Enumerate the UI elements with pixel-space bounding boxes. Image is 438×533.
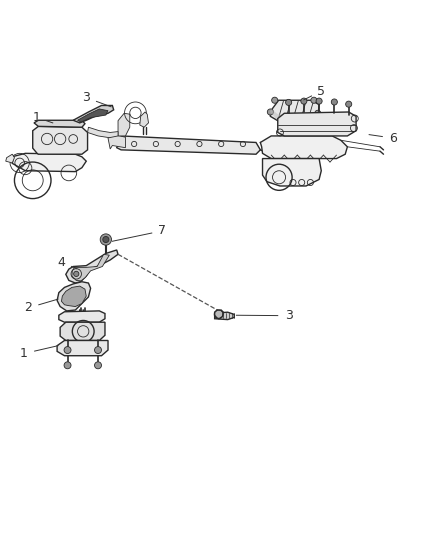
Polygon shape	[108, 135, 125, 149]
Polygon shape	[72, 254, 110, 281]
Polygon shape	[59, 311, 105, 322]
Circle shape	[103, 237, 109, 243]
Polygon shape	[88, 127, 118, 138]
Polygon shape	[57, 282, 91, 311]
Text: 6: 6	[389, 132, 397, 144]
Polygon shape	[117, 136, 260, 154]
Polygon shape	[34, 120, 85, 127]
Text: 7: 7	[159, 224, 166, 237]
Circle shape	[272, 97, 278, 103]
Polygon shape	[260, 136, 347, 158]
Circle shape	[95, 362, 102, 369]
Circle shape	[286, 99, 292, 106]
Circle shape	[346, 101, 352, 107]
Polygon shape	[140, 112, 148, 127]
Polygon shape	[12, 154, 86, 172]
Text: 5: 5	[317, 85, 325, 98]
Text: 1: 1	[20, 347, 28, 360]
Circle shape	[95, 346, 102, 353]
Polygon shape	[73, 106, 114, 123]
Circle shape	[315, 110, 321, 116]
Polygon shape	[57, 341, 108, 356]
Text: 3: 3	[82, 91, 90, 104]
Polygon shape	[61, 286, 86, 306]
Circle shape	[64, 362, 71, 369]
Circle shape	[267, 109, 273, 115]
Circle shape	[331, 99, 337, 105]
Polygon shape	[270, 109, 317, 122]
Text: 1: 1	[32, 111, 40, 124]
Polygon shape	[215, 310, 223, 319]
Circle shape	[64, 346, 71, 353]
Polygon shape	[66, 250, 118, 283]
Text: 4: 4	[57, 256, 65, 269]
Polygon shape	[270, 100, 319, 122]
Text: 3: 3	[285, 309, 293, 322]
Circle shape	[74, 271, 79, 277]
Circle shape	[311, 97, 317, 103]
Polygon shape	[262, 158, 321, 186]
Polygon shape	[278, 112, 356, 136]
Circle shape	[100, 234, 112, 245]
Polygon shape	[60, 322, 105, 341]
Polygon shape	[118, 114, 130, 136]
Circle shape	[301, 98, 307, 104]
Polygon shape	[78, 109, 108, 122]
Text: 2: 2	[25, 301, 32, 314]
Circle shape	[316, 98, 322, 104]
Polygon shape	[215, 312, 234, 320]
Polygon shape	[6, 154, 14, 163]
Polygon shape	[33, 126, 88, 154]
